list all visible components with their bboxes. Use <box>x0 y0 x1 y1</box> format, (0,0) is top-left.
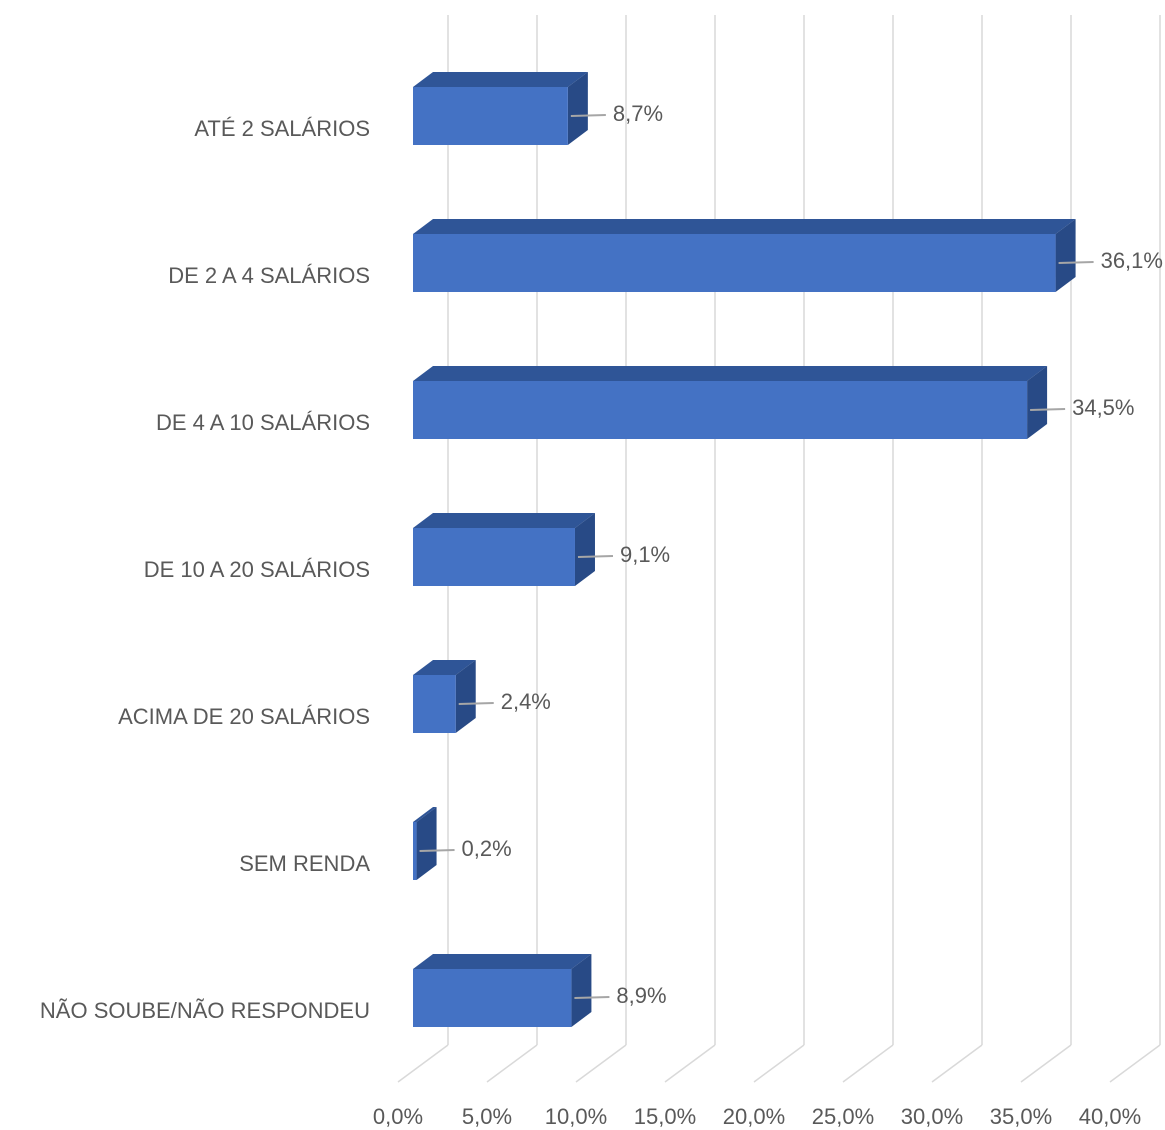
bar-side <box>455 660 476 733</box>
value-label: 2,4% <box>501 689 551 714</box>
bar-top <box>413 366 1048 381</box>
y-tick-label: ATÉ 2 SALÁRIOS <box>194 116 370 141</box>
bar-top <box>413 954 592 969</box>
bar <box>413 822 417 880</box>
bar-side <box>1027 366 1048 439</box>
bar <box>413 528 575 586</box>
x-tick-label: 0,0% <box>373 1104 423 1129</box>
bar-top <box>413 807 437 822</box>
bar <box>413 381 1028 439</box>
bar-top <box>413 72 588 87</box>
floor-grid-line <box>486 1044 538 1083</box>
floor-grid-line <box>397 1044 449 1083</box>
floor-grid-line <box>1109 1044 1161 1083</box>
leader-line <box>574 996 610 999</box>
value-label: 9,1% <box>620 542 670 567</box>
bar <box>413 87 568 145</box>
leader-line <box>419 849 455 852</box>
bar-side <box>571 954 592 1027</box>
y-tick-label: NÃO SOUBE/NÃO RESPONDEU <box>40 998 370 1023</box>
y-tick-label: DE 10 A 20 SALÁRIOS <box>144 557 370 582</box>
bar <box>413 234 1056 292</box>
bar-side <box>574 513 595 586</box>
floor-grid-line <box>931 1044 983 1083</box>
floor-grid-line <box>575 1044 627 1083</box>
x-tick-label: 20,0% <box>723 1104 785 1129</box>
bar <box>413 675 456 733</box>
x-tick-label: 25,0% <box>812 1104 874 1129</box>
x-tick-label: 15,0% <box>634 1104 696 1129</box>
leader-line <box>577 555 614 558</box>
floor-grid-line <box>842 1044 894 1083</box>
y-tick-label: SEM RENDA <box>239 851 370 876</box>
leader-line <box>458 702 494 705</box>
bar-side <box>567 72 588 145</box>
value-label: 36,1% <box>1101 248 1163 273</box>
value-label: 34,5% <box>1072 395 1134 420</box>
x-tick-label: 30,0% <box>901 1104 963 1129</box>
value-label: 0,2% <box>462 836 512 861</box>
leader-line <box>1058 261 1094 264</box>
x-tick-label: 35,0% <box>990 1104 1052 1129</box>
x-tick-label: 5,0% <box>462 1104 512 1129</box>
floor-grid-line <box>664 1044 716 1083</box>
leader-line <box>570 114 606 117</box>
bar <box>413 969 572 1027</box>
leader-line <box>1030 408 1066 411</box>
value-label: 8,9% <box>616 983 666 1008</box>
y-tick-label: ACIMA DE 20 SALÁRIOS <box>118 704 370 729</box>
bar-top <box>413 660 476 675</box>
floor-grid-line <box>1020 1044 1072 1083</box>
x-tick-label: 40,0% <box>1079 1104 1141 1129</box>
bar-side <box>416 807 437 880</box>
floor-grid-line <box>753 1044 805 1083</box>
x-tick-label: 10,0% <box>545 1104 607 1129</box>
y-tick-label: DE 2 A 4 SALÁRIOS <box>168 263 370 288</box>
value-label: 8,7% <box>613 101 663 126</box>
bar-side <box>1055 219 1076 292</box>
bar-top <box>413 219 1076 234</box>
y-tick-label: DE 4 A 10 SALÁRIOS <box>156 410 370 435</box>
bar-top <box>413 513 595 528</box>
